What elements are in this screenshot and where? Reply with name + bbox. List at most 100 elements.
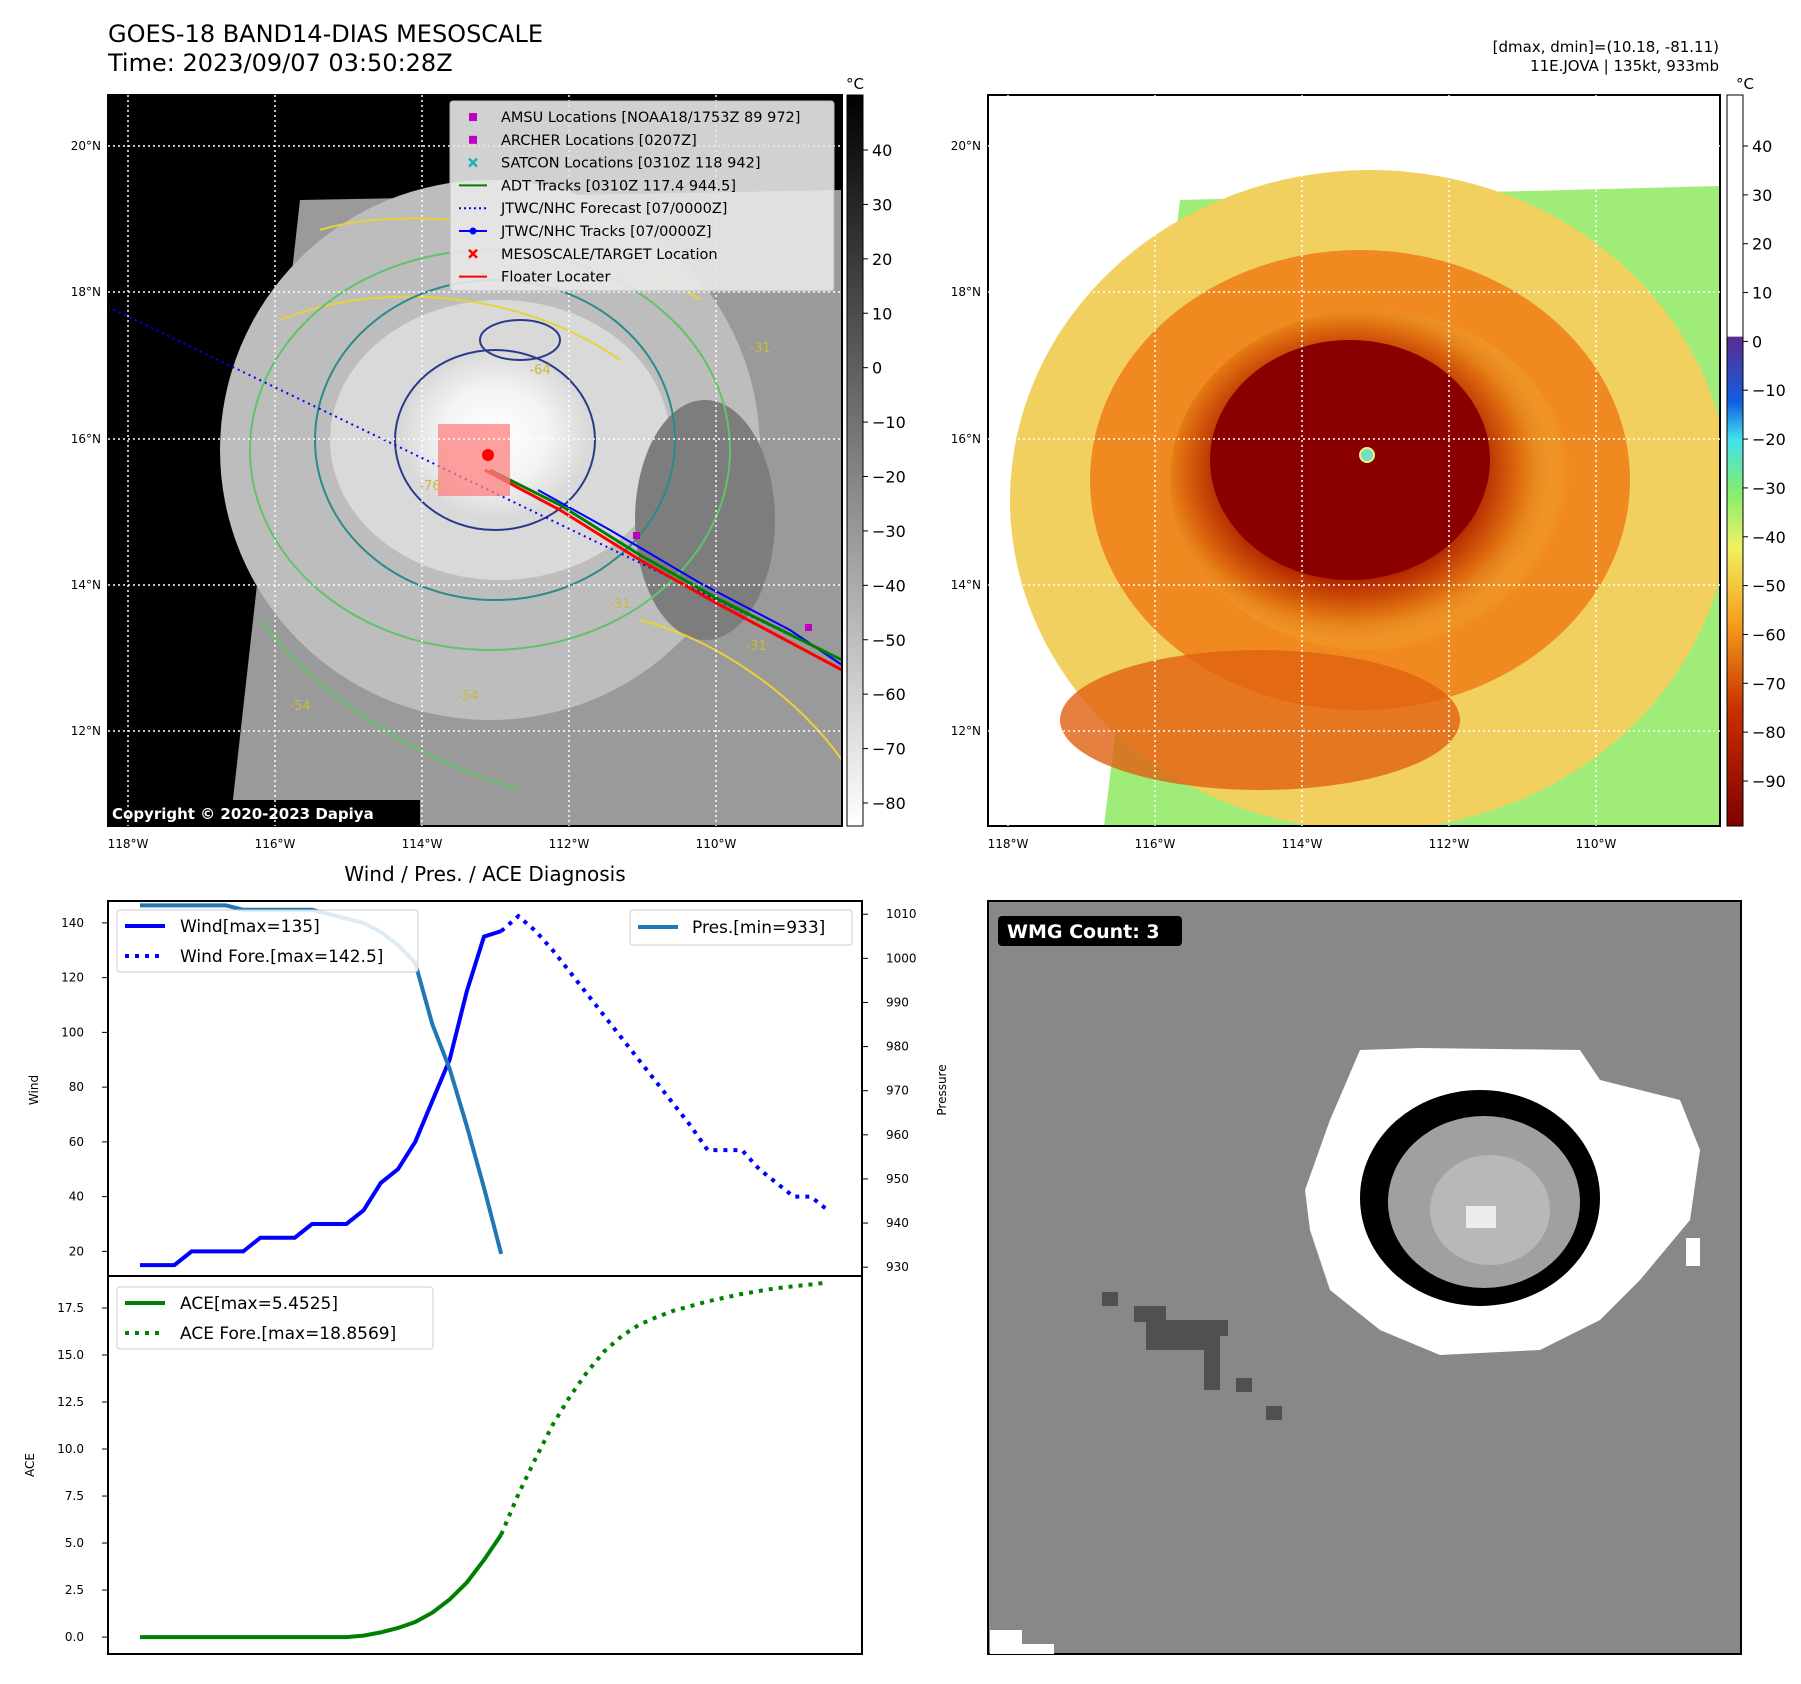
- wmg-dark-pixel: [1266, 1406, 1282, 1420]
- contour-label: -54: [457, 689, 478, 704]
- ace-y-axis: 17.5 15.0 12.5 10.0 7.5 5.0 2.5 0.0: [57, 1301, 108, 1644]
- wmg-white-pixel: [1686, 1238, 1700, 1266]
- gray-colorbar-unit: °C: [846, 75, 864, 93]
- colorbar-tick-label: 30: [1752, 186, 1772, 205]
- legend-marker: [469, 113, 477, 121]
- ace-tick-label: 10.0: [57, 1442, 84, 1456]
- colorbar-tick-label: 40: [1752, 137, 1772, 156]
- lon-label: 110°W: [1576, 837, 1617, 851]
- wind-tick-label: 60: [69, 1135, 84, 1149]
- wind-legend-box: [116, 909, 419, 973]
- legend-label: Floater Locater: [501, 270, 610, 286]
- floater-track: [484, 468, 842, 672]
- archer-marker: [805, 624, 812, 631]
- colorbar-tick-label: −70: [872, 740, 906, 759]
- color-colorbar-bar: [1726, 94, 1744, 827]
- diagnosis-title: Wind / Pres. / ACE Diagnosis: [344, 862, 625, 886]
- gray-colorbar-bar: [846, 94, 864, 827]
- legend-label: AMSU Locations [NOAA18/1753Z 89 972]: [501, 110, 800, 126]
- wmg-count-box: [998, 916, 1182, 946]
- lon-label: 112°W: [1429, 837, 1470, 851]
- colorbar-tick-label: −40: [1752, 528, 1786, 547]
- ace-tick-label: 0.0: [65, 1630, 84, 1644]
- colorbar-tick-label: −70: [1752, 674, 1786, 693]
- lon-label: 118°W: [988, 837, 1029, 851]
- pressure-tick-label: 1000: [886, 951, 917, 965]
- legend-marker: [469, 227, 477, 235]
- lat-label: 18°N: [951, 285, 981, 299]
- lon-label: 114°W: [1282, 837, 1323, 851]
- contour-label: -54: [289, 699, 310, 714]
- gray-map-lon-labels: 118°W 116°W 114°W 112°W 110°W: [108, 837, 737, 851]
- wind-tick-label: 140: [61, 916, 84, 930]
- legend-label: JTWC/NHC Tracks [07/0000Z]: [500, 224, 712, 240]
- lon-label: 118°W: [108, 837, 149, 851]
- legend-label: ACE Fore.[max=18.8569]: [180, 1324, 396, 1344]
- pressure-legend-box: [629, 909, 853, 946]
- series-line-1: [499, 913, 830, 1212]
- colorbar-tick-label: −90: [1752, 772, 1786, 791]
- wind-legend: Wind[max=135] Wind Fore.[max=142.5]: [116, 909, 419, 973]
- legend-label: JTWC/NHC Forecast [07/0000Z]: [500, 201, 727, 217]
- cold-cloud-tops: [1210, 340, 1490, 580]
- gray-colorbar: °C 40 30 20 10 0 −10 −20 −30 −40 −50 −60 −70 −80: [846, 75, 906, 827]
- legend-label: ARCHER Locations [0207Z]: [501, 133, 697, 149]
- colorbar-tick-label: 0: [1752, 332, 1762, 351]
- lon-label: 116°W: [1135, 837, 1176, 851]
- ace-axis-label: ACE: [23, 1453, 37, 1477]
- pressure-legend: Pres.[min=933]: [629, 909, 853, 946]
- colorbar-tick-label: 20: [1752, 235, 1772, 254]
- colorbar-tick-label: 0: [872, 359, 882, 378]
- colorbar-tick-label: −10: [872, 413, 906, 432]
- eye-warm-spot: [1359, 447, 1375, 463]
- adt-track: [489, 468, 842, 662]
- colorbar-tick-label: −20: [1752, 430, 1786, 449]
- colorbar-tick-label: −10: [1752, 381, 1786, 400]
- pressure-tick-label: 980: [886, 1040, 909, 1054]
- contour-green-south: [259, 619, 521, 791]
- ace-tick-label: 5.0: [65, 1536, 84, 1550]
- wind-tick-label: 20: [69, 1244, 84, 1258]
- ace-tick-label: 2.5: [65, 1583, 84, 1597]
- ace-legend-box: [116, 1286, 434, 1350]
- colorbar-tick-label: 10: [872, 304, 892, 323]
- wmg-dark-cluster: [1134, 1306, 1228, 1390]
- wmg-dark-pixel: [1236, 1378, 1252, 1392]
- colorbar-tick-label: −80: [872, 794, 906, 813]
- gray-colorbar-ticks: 40 30 20 10 0 −10 −20 −30 −40 −50 −60 −70 −80: [863, 141, 906, 813]
- copyright-box: [108, 800, 420, 826]
- wind-tick-label: 100: [61, 1025, 84, 1039]
- lon-label: 114°W: [402, 837, 443, 851]
- pressure-tick-label: 940: [886, 1216, 909, 1230]
- ace-legend: ACE[max=5.4525] ACE Fore.[max=18.8569]: [116, 1286, 434, 1350]
- color-map-frame: [987, 94, 1721, 827]
- wind-y-axis: 140 120 100 80 60 40 20: [61, 916, 108, 1258]
- wind-tick-label: 40: [69, 1190, 84, 1204]
- target-box: [438, 424, 510, 496]
- contour-yellow-south: [639, 619, 842, 761]
- color-map-lat-labels: 20°N 18°N 16°N 14°N 12°N: [951, 139, 981, 738]
- pressure-tick-label: 970: [886, 1084, 909, 1098]
- wmg-count-label: WMG Count: 3: [1007, 921, 1160, 943]
- ace-line-1: [499, 1280, 829, 1536]
- colorbar-tick-label: −30: [872, 522, 906, 541]
- wmg-eye: [1466, 1206, 1496, 1228]
- lat-label: 20°N: [951, 139, 981, 153]
- lon-label: 110°W: [696, 837, 737, 851]
- legend-label: Wind Fore.[max=142.5]: [180, 947, 383, 967]
- ace-tick-label: 7.5: [65, 1489, 84, 1503]
- legend-box: [449, 100, 835, 292]
- wmg-panel: WMG Count: 3: [987, 900, 1742, 1655]
- lat-label: 14°N: [71, 578, 101, 592]
- contour-label: -76: [419, 479, 440, 494]
- contour-label: -31: [749, 341, 770, 356]
- lat-label: 16°N: [951, 432, 981, 446]
- map-legend: AMSU Locations [NOAA18/1753Z 89 972] ARCH…: [449, 100, 835, 292]
- amsu-marker: [633, 532, 640, 539]
- ace-line-0: [140, 1533, 503, 1640]
- pressure-axis-label: Pressure: [935, 1064, 949, 1115]
- wind-tick-label: 120: [61, 971, 84, 985]
- color-map-gridlines: [988, 95, 1720, 826]
- wmg-dark-pixel: [1102, 1292, 1118, 1306]
- pressure-tick-label: 990: [886, 995, 909, 1009]
